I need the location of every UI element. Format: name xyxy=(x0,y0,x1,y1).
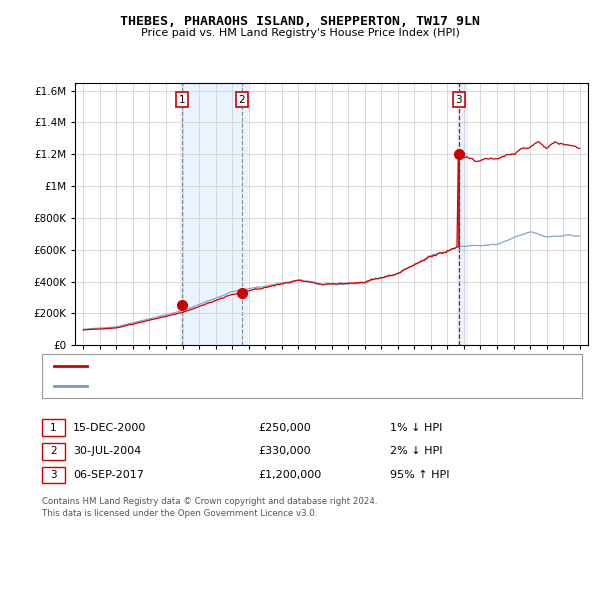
Text: This data is licensed under the Open Government Licence v3.0.: This data is licensed under the Open Gov… xyxy=(42,509,317,517)
Text: 06-SEP-2017: 06-SEP-2017 xyxy=(73,470,144,480)
Text: THEBES, PHARAOHS ISLAND, SHEPPERTON, TW17 9LN (detached house): THEBES, PHARAOHS ISLAND, SHEPPERTON, TW1… xyxy=(93,362,448,371)
Bar xyxy=(457,83,467,345)
Text: 1: 1 xyxy=(50,423,57,432)
Text: £330,000: £330,000 xyxy=(258,447,311,456)
Text: Price paid vs. HM Land Registry's House Price Index (HPI): Price paid vs. HM Land Registry's House … xyxy=(140,28,460,38)
Text: 95% ↑ HPI: 95% ↑ HPI xyxy=(390,470,449,480)
Text: 15-DEC-2000: 15-DEC-2000 xyxy=(73,423,146,432)
Bar xyxy=(180,83,247,345)
Text: 1% ↓ HPI: 1% ↓ HPI xyxy=(390,423,442,432)
Text: 2% ↓ HPI: 2% ↓ HPI xyxy=(390,447,443,456)
Text: 3: 3 xyxy=(455,94,462,104)
Text: £250,000: £250,000 xyxy=(258,423,311,432)
Text: HPI: Average price, detached house, Spelthorne: HPI: Average price, detached house, Spel… xyxy=(93,381,327,391)
Text: £1,200,000: £1,200,000 xyxy=(258,470,321,480)
Text: Contains HM Land Registry data © Crown copyright and database right 2024.: Contains HM Land Registry data © Crown c… xyxy=(42,497,377,506)
Text: THEBES, PHARAOHS ISLAND, SHEPPERTON, TW17 9LN: THEBES, PHARAOHS ISLAND, SHEPPERTON, TW1… xyxy=(120,15,480,28)
Text: 1: 1 xyxy=(179,94,185,104)
Text: 2: 2 xyxy=(238,94,245,104)
Text: 2: 2 xyxy=(50,447,57,456)
Text: 3: 3 xyxy=(50,470,57,480)
Text: 30-JUL-2004: 30-JUL-2004 xyxy=(73,447,142,456)
